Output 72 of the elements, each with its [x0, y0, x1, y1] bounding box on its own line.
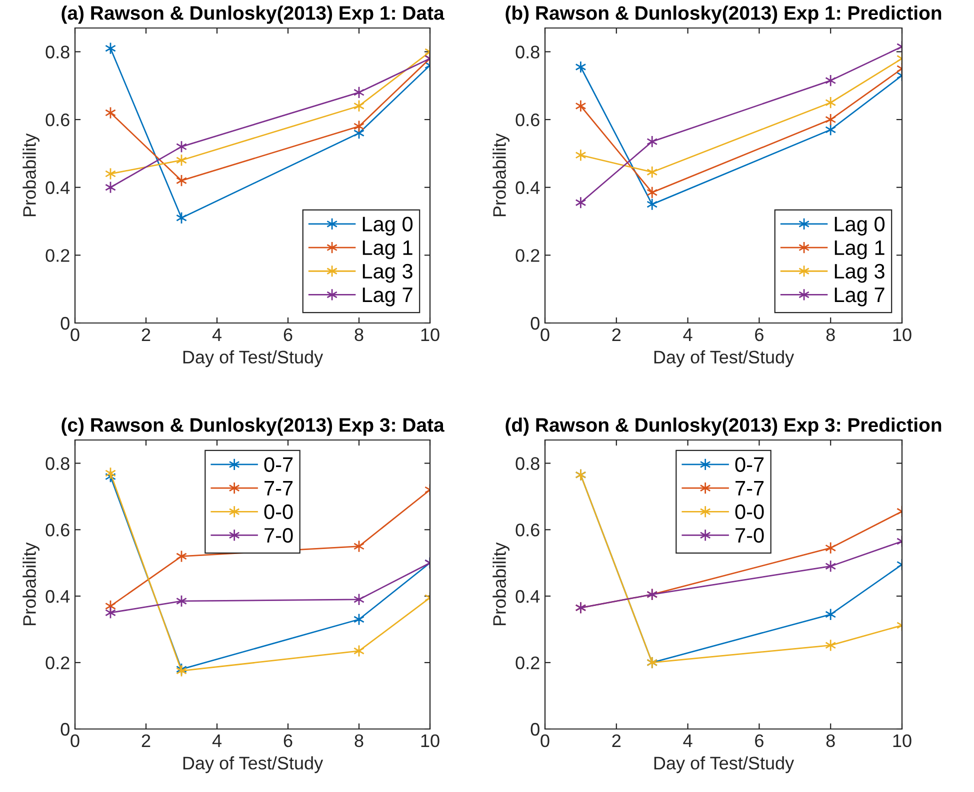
legend-label: Lag 1 [362, 240, 412, 260]
y-tick-label: 0.6 [46, 524, 70, 536]
y-tick-label: 0.4 [46, 590, 70, 603]
y-axis-title: Probability [492, 542, 510, 626]
x-tick-label: 2 [612, 734, 621, 747]
y-axis-title: Probability [22, 133, 40, 216]
y-tick-label: 0.6 [516, 524, 540, 536]
legend-label: 7-0 [264, 528, 293, 543]
y-tick-label: 0 [530, 316, 540, 330]
y-axis-title: Probability [22, 542, 40, 626]
x-tick-label: 8 [826, 328, 835, 342]
x-tick-label: 2 [612, 328, 621, 341]
legend-label: 7-0 [736, 528, 764, 543]
legend-label: Lag 0 [362, 216, 413, 236]
x-tick-label: 4 [212, 734, 222, 747]
legend-label: 7-7 [264, 481, 293, 496]
x-tick-label: 6 [755, 734, 764, 748]
y-tick-label: 0.4 [46, 181, 70, 194]
legend-label: Lag 3 [834, 264, 884, 283]
chart-title: (a) Rawson & Dunlosky(2013) Exp 1: Data [62, 6, 444, 24]
x-tick-label: 10 [893, 734, 912, 748]
x-tick-label: 0 [540, 328, 550, 342]
x-tick-label: 2 [142, 328, 150, 341]
x-tick-label: 8 [826, 734, 835, 748]
legend-label: Lag 7 [834, 288, 884, 306]
y-tick-label: 0.2 [46, 249, 70, 262]
chart-title: (c) Rawson & Dunlosky(2013) Exp 3: Data [62, 418, 444, 436]
x-tick-label: 10 [421, 328, 440, 342]
y-tick-label: 0 [530, 722, 540, 736]
x-axis-title: Day of Test/Study [654, 756, 794, 774]
y-tick-label: 0 [60, 722, 70, 736]
y-tick-label: 0.4 [516, 590, 540, 603]
chart-title: (d) Rawson & Dunlosky(2013) Exp 3: Prediction [506, 418, 942, 436]
y-tick-label: 0.8 [46, 457, 70, 470]
x-tick-label: 0 [70, 734, 80, 748]
x-tick-label: 6 [284, 328, 292, 342]
x-tick-label: 6 [284, 734, 292, 748]
x-tick-label: 4 [683, 328, 692, 341]
x-tick-label: 8 [354, 734, 364, 748]
y-tick-label: 0.2 [516, 249, 540, 262]
y-tick-label: 0.6 [46, 113, 70, 126]
y-tick-label: 0.2 [46, 656, 70, 670]
x-tick-label: 0 [540, 734, 550, 748]
y-tick-label: 0 [60, 316, 70, 330]
y-axis-title: Probability [492, 133, 510, 216]
y-tick-label: 0.8 [516, 457, 540, 470]
legend-label: 0-7 [735, 457, 764, 472]
x-axis-title: Day of Test/Study [183, 756, 324, 774]
y-tick-label: 0.8 [516, 46, 540, 58]
x-tick-label: 10 [893, 328, 912, 342]
legend-label: 0-7 [264, 457, 293, 472]
x-tick-label: 8 [354, 328, 364, 342]
legend-label: Lag 0 [834, 216, 885, 236]
x-tick-label: 0 [70, 328, 80, 342]
legend-label: 0-0 [264, 504, 293, 520]
y-tick-label: 0.6 [516, 113, 540, 126]
x-tick-label: 4 [683, 734, 692, 747]
x-tick-label: 6 [755, 328, 764, 342]
chart-title: (b) Rawson & Dunlosky(2013) Exp 1: Prediction [506, 6, 942, 24]
legend-label: Lag 1 [834, 240, 884, 260]
x-tick-label: 4 [212, 328, 222, 341]
x-axis-title: Day of Test/Study [183, 350, 324, 368]
y-tick-label: 0.4 [516, 181, 540, 194]
legend-label: 7-7 [736, 481, 764, 496]
legend-label: 0-0 [735, 504, 764, 520]
x-tick-label: 10 [421, 734, 440, 748]
y-tick-label: 0.2 [516, 656, 540, 670]
x-tick-label: 2 [142, 734, 150, 747]
y-tick-label: 0.8 [46, 46, 70, 58]
x-axis-title: Day of Test/Study [654, 350, 794, 368]
legend-label: Lag 3 [362, 264, 412, 283]
legend-label: Lag 7 [362, 288, 412, 306]
